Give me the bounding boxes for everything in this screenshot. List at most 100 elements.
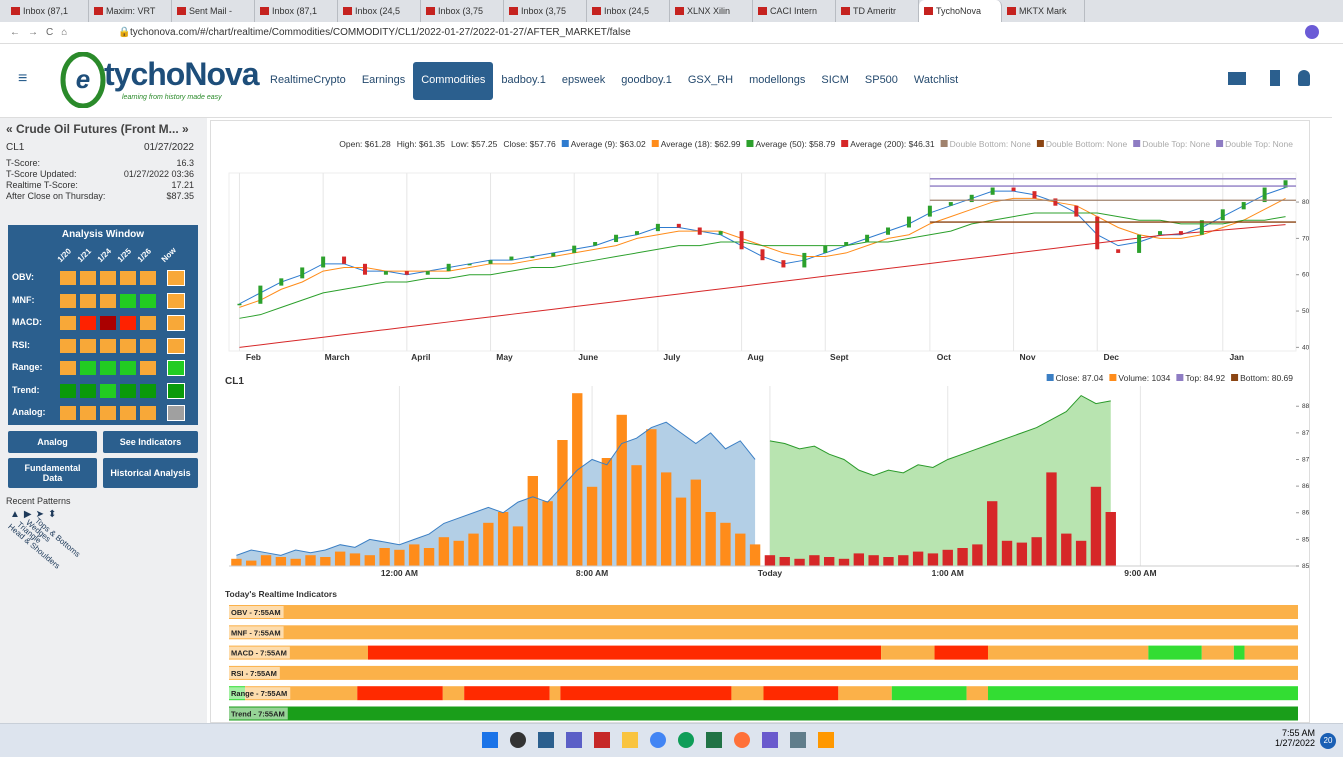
tab[interactable]: Inbox (24,5 xyxy=(338,0,421,22)
cell xyxy=(167,315,185,331)
nav-item[interactable]: SP500 xyxy=(864,74,898,86)
notification-badge[interactable]: 20 xyxy=(1320,733,1336,749)
volume-bar xyxy=(1090,486,1102,566)
button[interactable]: See Indicators xyxy=(103,431,198,453)
nav-item[interactable]: badboy.1 xyxy=(501,74,546,86)
tab-icon xyxy=(509,7,518,15)
tab-icon xyxy=(675,7,684,15)
volume-bar xyxy=(883,557,894,566)
tab[interactable]: TD Ameritr xyxy=(836,0,919,22)
cell xyxy=(140,406,156,420)
app-icon[interactable] xyxy=(762,732,778,748)
indicator-label: MACD - 7:55AM xyxy=(231,649,287,658)
legend-label: Top: 84.92 xyxy=(1185,373,1225,383)
search-icon[interactable] xyxy=(510,732,526,748)
nav-item[interactable]: epsweek xyxy=(561,74,606,86)
legend-label: Average (9): $63.02 xyxy=(571,139,646,149)
tab[interactable]: Sent Mail - xyxy=(172,0,255,22)
legend-label: Volume: 1034 xyxy=(1118,373,1170,383)
indicator-segment xyxy=(838,686,892,701)
pattern-icons[interactable]: ▲▶➤⬍ xyxy=(10,509,61,520)
app-icon[interactable] xyxy=(650,732,666,748)
tab[interactable]: Inbox (3,75 xyxy=(504,0,587,22)
tab-icon xyxy=(758,7,767,15)
app-icon[interactable] xyxy=(566,732,582,748)
volume-bar xyxy=(809,555,820,566)
mail-icon[interactable] xyxy=(1228,72,1246,85)
legend-label: Open: $61.28 xyxy=(339,139,391,149)
nav-item[interactable]: modellongs xyxy=(749,74,806,86)
volume-bar xyxy=(1001,540,1013,566)
volume-bar xyxy=(720,522,731,566)
candle xyxy=(258,285,263,304)
app-icon[interactable] xyxy=(818,732,834,748)
user-icon[interactable] xyxy=(1298,70,1310,86)
profile-icon[interactable] xyxy=(1305,25,1319,39)
cell xyxy=(80,406,96,420)
cell xyxy=(100,338,116,353)
nav-item[interactable]: SICM xyxy=(821,74,849,86)
button[interactable]: Analog xyxy=(8,431,97,453)
button[interactable]: Fundamental Data xyxy=(8,458,97,488)
indicator-segment xyxy=(357,686,443,701)
volume-bar xyxy=(705,512,716,566)
nav-item[interactable]: RealtimeCrypto xyxy=(270,74,346,86)
tab-bar: Inbox (87,1 Maxim: VRT Sent Mail - Inbox (8… xyxy=(0,0,1343,22)
app-icon[interactable] xyxy=(594,732,610,748)
column-label: 1/25 xyxy=(115,246,134,264)
volume-bar xyxy=(779,557,790,566)
app-icon[interactable] xyxy=(538,732,554,748)
tab[interactable]: Inbox (24,5 xyxy=(587,0,670,22)
nav-item[interactable]: Earnings xyxy=(361,74,406,86)
tab[interactable]: CACI Intern xyxy=(753,0,836,22)
app-icon[interactable] xyxy=(622,732,638,748)
indicator-label: OBV - 7:55AM xyxy=(231,608,281,617)
y-tick-label: 60 xyxy=(1302,272,1309,279)
logo[interactable]: tychoNova xyxy=(104,56,260,92)
candle xyxy=(781,260,786,268)
nav-buttons[interactable]: ←→C⌂ xyxy=(10,27,76,38)
app-icon[interactable] xyxy=(706,732,722,748)
candle xyxy=(1137,234,1142,253)
row-label: Range: xyxy=(12,362,43,372)
x-tick-label: Today xyxy=(758,568,783,578)
y-tick-label: 86 xyxy=(1302,510,1309,517)
stat-row: Realtime T-Score: 17.21 xyxy=(6,180,194,190)
app-icon[interactable] xyxy=(678,732,694,748)
nav-item[interactable]: Commodities xyxy=(413,62,494,100)
legend-swatch xyxy=(841,140,849,147)
x-tick-label: Nov xyxy=(1020,352,1036,362)
tab[interactable]: TychoNova xyxy=(919,0,1002,22)
cell xyxy=(167,292,185,309)
tab[interactable]: Inbox (87,1 xyxy=(6,0,89,22)
nav-item[interactable]: GSX_RH xyxy=(687,74,734,86)
nav-item[interactable]: goodboy.1 xyxy=(621,74,672,86)
candle xyxy=(279,278,284,286)
charts: Feb March April May June July Aug Sept Oct Nov Dec… xyxy=(225,139,1315,721)
indicator-segment xyxy=(560,686,732,701)
close-line xyxy=(769,394,1111,476)
url[interactable]: tychonova.com/#/chart/realtime/Commoditi… xyxy=(130,27,631,38)
patterns-title: Recent Patterns xyxy=(6,496,71,506)
tab[interactable]: Inbox (3,75 xyxy=(421,0,504,22)
volume-bar xyxy=(764,555,776,566)
legend-label: Average (50): $58.79 xyxy=(755,139,835,149)
menu-icon[interactable]: ≡ xyxy=(18,70,28,87)
volume-bar xyxy=(394,549,405,566)
instrument-title[interactable]: « Crude Oil Futures (Front M... » xyxy=(6,122,189,136)
bookmark-icon[interactable] xyxy=(1270,70,1280,86)
cell xyxy=(120,383,136,398)
tab[interactable]: Maxim: VRT xyxy=(89,0,172,22)
tab[interactable]: Inbox (87,1 xyxy=(255,0,338,22)
nav-item[interactable]: Watchlist xyxy=(913,74,959,86)
start-icon[interactable] xyxy=(482,732,498,748)
tab[interactable]: XLNX Xilin xyxy=(670,0,753,22)
tab[interactable]: MKTX Mark xyxy=(1002,0,1085,22)
app-icon[interactable] xyxy=(790,732,806,748)
clock[interactable]: 7:55 AM 1/27/2022 xyxy=(1275,728,1315,748)
cell xyxy=(140,383,156,398)
app-icon[interactable] xyxy=(734,732,750,748)
button[interactable]: Historical Analysis xyxy=(103,458,198,488)
indicator-segment xyxy=(229,706,1298,721)
